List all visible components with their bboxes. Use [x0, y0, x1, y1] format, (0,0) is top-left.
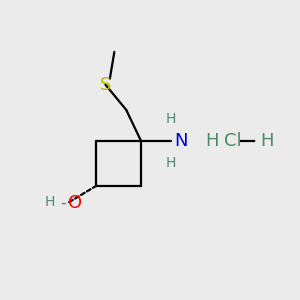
Text: H: H: [260, 132, 274, 150]
Text: Cl: Cl: [224, 132, 242, 150]
Text: H: H: [166, 156, 176, 170]
Text: O: O: [68, 194, 82, 212]
Text: N: N: [174, 132, 188, 150]
Text: H: H: [45, 195, 56, 209]
Text: H: H: [166, 112, 176, 126]
Text: -: -: [60, 194, 66, 211]
Text: S: S: [100, 76, 111, 94]
Text: H: H: [205, 132, 218, 150]
